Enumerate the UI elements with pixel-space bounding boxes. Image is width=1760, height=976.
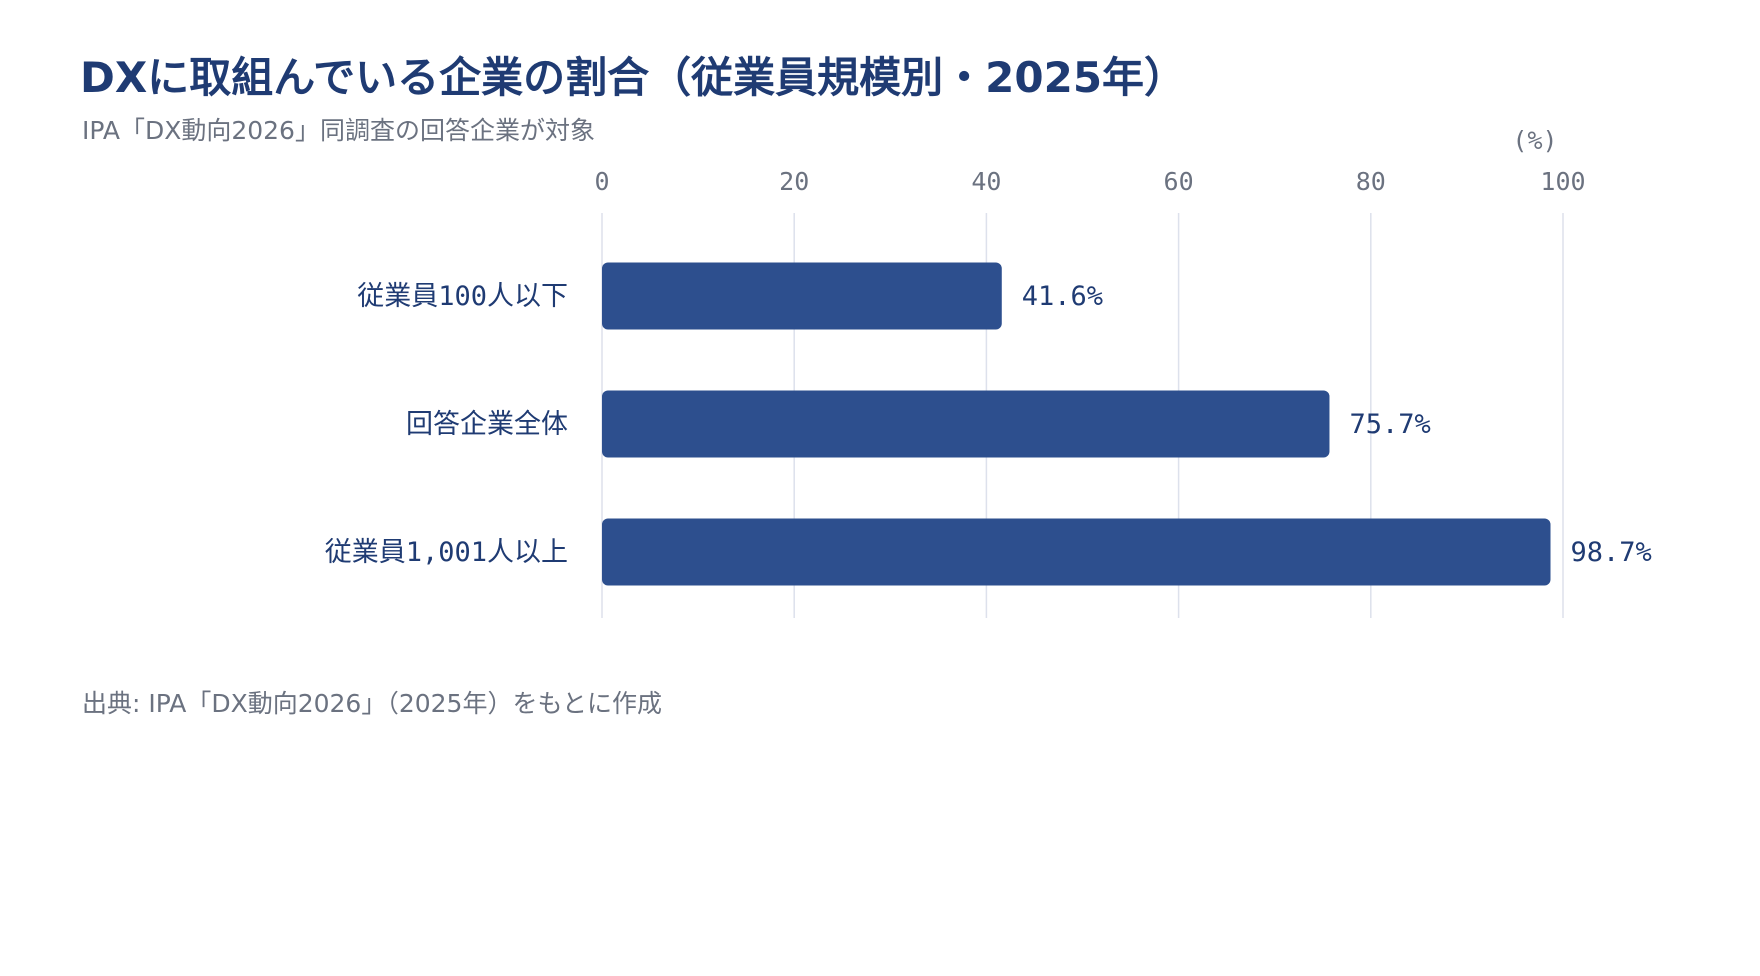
- value-label: 98.7%: [1571, 537, 1652, 568]
- category-label: 回答企業全体: [406, 409, 568, 440]
- x-axis-ticks: 0 20 40 60 80 100: [594, 167, 1585, 196]
- category-label: 従業員1,001人以上: [325, 537, 568, 568]
- bar: [602, 262, 1002, 330]
- category-label: 従業員100人以下: [357, 281, 568, 312]
- value-label: 75.7%: [1349, 409, 1430, 440]
- source-note: 出典: IPA「DX動向2026」（2025年）をもとに作成: [82, 689, 662, 718]
- x-tick-label: 0: [594, 167, 609, 196]
- bar: [602, 390, 1330, 458]
- chart-subtitle: IPA「DX動向2026」同調査の回答企業が対象: [82, 116, 595, 145]
- bar: [602, 518, 1551, 586]
- x-tick-label: 80: [1356, 167, 1386, 196]
- bars: [602, 262, 1551, 586]
- x-tick-label: 40: [971, 167, 1001, 196]
- x-tick-label: 100: [1540, 167, 1585, 196]
- bar-chart: 0 20 40 60 80 100 (%) 従業員100人以下回答企業全体従業員1,001…: [325, 126, 1652, 618]
- value-labels: 41.6% 75.7% 98.7%: [1022, 281, 1652, 568]
- x-tick-label: 20: [779, 167, 809, 196]
- value-label: 41.6%: [1022, 281, 1103, 312]
- chart-title: DXに取組んでいる企業の割合（従業員規模別・2025年）: [80, 53, 1187, 102]
- unit-label: (%): [1512, 126, 1557, 155]
- x-tick-label: 60: [1164, 167, 1194, 196]
